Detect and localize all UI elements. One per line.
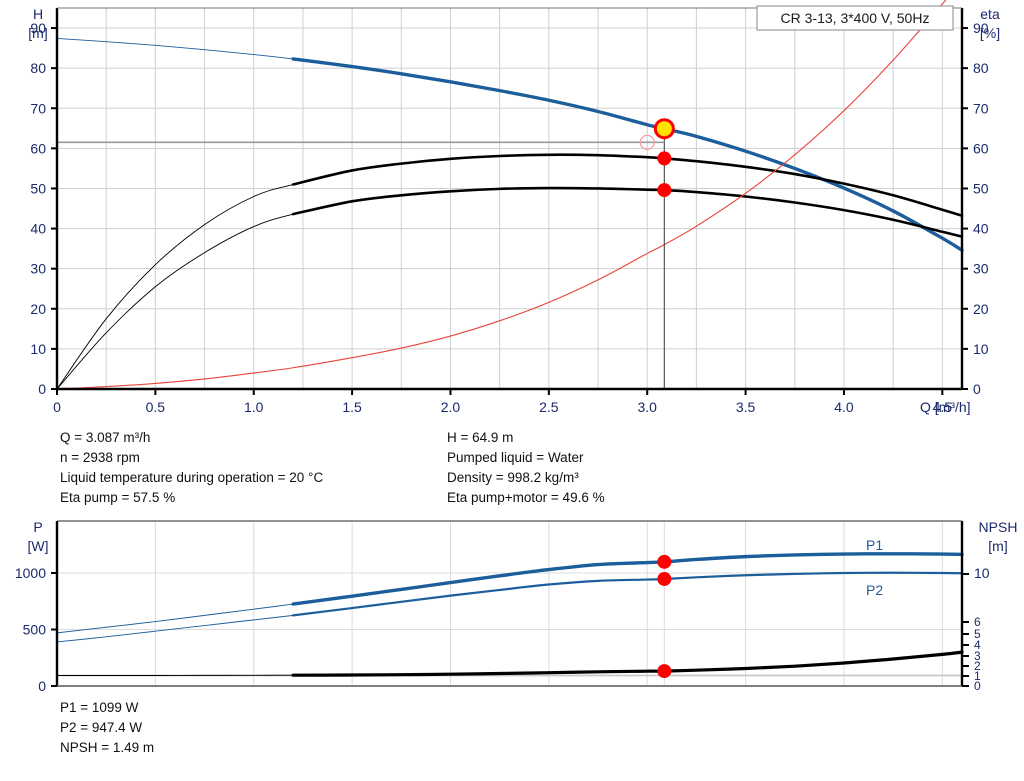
ytick-right-50: 50	[973, 180, 989, 196]
info-left-3: Eta pump = 57.5 %	[60, 490, 176, 505]
y-left-title-unit-name: P	[33, 519, 42, 535]
xtick-3.0: 3.0	[637, 399, 657, 415]
chart-title-box: CR 3-13, 3*400 V, 50Hz	[756, 5, 954, 31]
info-right-2: Density = 998.2 kg/m³	[447, 470, 579, 485]
ytick-right-npsh-5: 5	[974, 627, 981, 641]
series-label-p2: P2	[866, 582, 883, 598]
ytick-left-0: 0	[38, 678, 46, 694]
curve-thick-0	[291, 552, 964, 606]
y-left-title-unit: [W]	[28, 538, 49, 554]
ytick-left-0: 0	[38, 381, 46, 397]
info-bottom-0: P1 = 1099 W	[60, 700, 139, 715]
xtick-1.5: 1.5	[342, 399, 362, 415]
ytick-left-80: 80	[30, 60, 46, 76]
top-guides	[57, 128, 665, 389]
curve-thick-1	[291, 571, 964, 617]
ytick-right-npsh-2: 2	[974, 659, 981, 673]
ytick-right-10: 10	[973, 341, 989, 357]
curve-thin-0	[56, 553, 963, 634]
operating-info-left: Q = 3.087 m³/h n = 2938 rpm Liquid tempe…	[60, 428, 323, 508]
marker-eta-pump-motor-point	[657, 183, 672, 198]
title-box-label: CR 3-13, 3*400 V, 50Hz	[781, 10, 930, 26]
bottom-markers	[657, 554, 672, 679]
curve-thick-0	[291, 57, 964, 252]
top-markers	[639, 118, 675, 198]
y-right-title-unit: [%]	[980, 25, 1000, 41]
xtick-0.5: 0.5	[146, 399, 166, 415]
xtick-0: 0	[53, 399, 61, 415]
curve-thick-2	[291, 186, 964, 238]
power-info: P1 = 1099 W P2 = 947.4 W NPSH = 1.49 m	[60, 698, 154, 758]
ytick-right-40: 40	[973, 221, 989, 237]
curve-thick-1	[291, 153, 964, 218]
info-right-3: Eta pump+motor = 49.6 %	[447, 490, 605, 505]
ytick-right-npsh-0: 0	[974, 679, 981, 693]
y-left-title-unit: [m]	[28, 25, 47, 41]
ytick-right-20: 20	[973, 301, 989, 317]
series-label-p1: P1	[866, 537, 883, 553]
xtick-2.5: 2.5	[539, 399, 559, 415]
marker-npsh-point	[657, 664, 672, 679]
ytick-right-npsh-1: 1	[974, 669, 981, 683]
xtick-2.0: 2.0	[441, 399, 461, 415]
info-left-0: Q = 3.087 m³/h	[60, 430, 151, 445]
curve-thin-0	[56, 38, 963, 251]
ytick-right-30: 30	[973, 261, 989, 277]
xtick-4.5: 4.5	[933, 399, 953, 415]
ytick-left-20: 20	[30, 301, 46, 317]
top-curves	[56, 0, 964, 390]
marker-npsh-point	[639, 134, 655, 151]
ytick-right-80: 80	[973, 60, 989, 76]
ytick-left-60: 60	[30, 140, 46, 156]
ytick-right-npsh-10: 10	[974, 565, 990, 581]
marker-p2-point	[657, 571, 672, 586]
head-eta-chart: 0 10 20 30 40 50 60 70 80 90 0 10 20 30 40 50 60 70 80 90 0 0…	[28, 0, 1000, 415]
info-bottom-1: P2 = 947.4 W	[60, 720, 143, 735]
top-axes: 0 10 20 30 40 50 60 70 80 90 0 10 20 30 40 50 60 70 80 90 0 0…	[30, 7, 989, 415]
ytick-right-90: 90	[973, 20, 989, 36]
info-bottom-2: NPSH = 1.49 m	[60, 740, 155, 755]
info-left-1: n = 2938 rpm	[60, 450, 140, 465]
ytick-left-1000: 1000	[15, 565, 46, 581]
ytick-right-70: 70	[973, 100, 989, 116]
operating-info-right: H = 64.9 m Pumped liquid = Water Density…	[447, 428, 605, 508]
ytick-right-npsh-3: 3	[974, 649, 981, 663]
x-axis-title: Q [m³/h]	[920, 399, 971, 415]
marker-eta-pump-point	[657, 151, 672, 166]
bottom-curves	[56, 552, 964, 677]
curve-thin-1	[56, 572, 963, 643]
y-left-title-unit-name: H	[33, 6, 43, 22]
y-right-title-unit-name: eta	[980, 6, 1000, 22]
ytick-right-60: 60	[973, 140, 989, 156]
ytick-left-10: 10	[30, 341, 46, 357]
info-right-1: Pumped liquid = Water	[447, 450, 584, 465]
marker-duty-point	[653, 118, 675, 140]
ytick-left-50: 50	[30, 180, 46, 196]
curve-thin-3	[56, 0, 947, 390]
curve-thin-2	[56, 187, 963, 390]
title-box-frame	[756, 5, 954, 31]
ytick-left-500: 500	[23, 622, 47, 638]
y-right-title-unit-name: NPSH	[979, 519, 1018, 535]
info-left-2: Liquid temperature during operation = 20…	[60, 470, 324, 485]
ytick-right-npsh-6: 6	[974, 615, 981, 629]
top-gridlines	[57, 8, 962, 389]
ytick-right-0: 0	[973, 381, 981, 397]
xtick-3.5: 3.5	[736, 399, 756, 415]
curve-thick-2	[291, 650, 964, 677]
y-right-title-unit: [m]	[988, 538, 1007, 554]
ytick-right-npsh-4: 4	[974, 638, 981, 652]
xtick-4.0: 4.0	[834, 399, 854, 415]
bottom-gridlines	[57, 521, 962, 686]
ytick-left-40: 40	[30, 221, 46, 237]
ytick-left-70: 70	[30, 100, 46, 116]
ytick-left-30: 30	[30, 261, 46, 277]
ytick-left-90: 90	[30, 20, 46, 36]
xtick-1.0: 1.0	[244, 399, 264, 415]
marker-p1-point	[657, 554, 672, 569]
info-right-0: H = 64.9 m	[447, 430, 514, 445]
